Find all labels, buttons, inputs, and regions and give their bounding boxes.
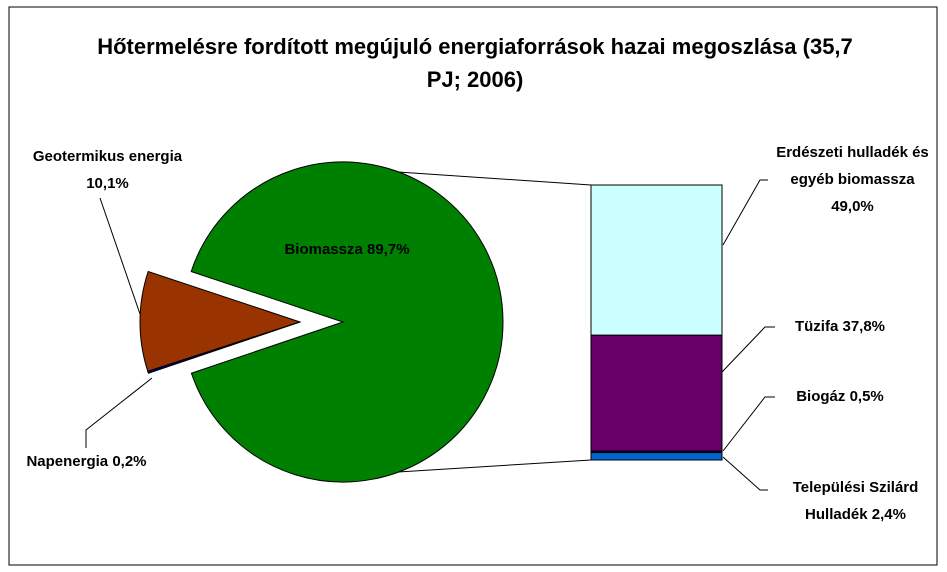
label-name: Biomassza: [284, 241, 363, 258]
label-name: Erdészeti hulladék és egyéb biomassza: [776, 144, 929, 188]
data-label: Erdészeti hulladék és egyéb biomassza 49…: [770, 139, 935, 220]
data-label: Települési Szilárd Hulladék 2,4%: [768, 474, 943, 528]
leader-line: [722, 179, 768, 246]
label-value: 10,1%: [86, 175, 129, 192]
label-name: Geotermikus energia: [32, 148, 183, 165]
connector-line: [397, 171, 592, 186]
pie-slice: [139, 270, 302, 372]
bar-segment: [590, 184, 723, 336]
leader-line: [721, 326, 775, 373]
label-value: 0,2%: [112, 453, 147, 470]
data-label: Tüzifa 37,8%: [775, 313, 905, 340]
data-label: Geotermikus energia 10,1%: [30, 143, 185, 197]
label-value: 89,7%: [367, 241, 410, 258]
pie-slice: [147, 321, 301, 374]
label-name: Tüzifa: [794, 318, 839, 335]
leader-line: [99, 197, 141, 315]
label-value: 37,8%: [842, 318, 886, 335]
data-label: Napenergia 0,2%: [4, 448, 169, 475]
leader-line: [722, 456, 768, 491]
data-label: Biogáz 0,5%: [775, 383, 905, 410]
label-value: 49,0%: [831, 198, 874, 215]
data-label: Biomassza 89,7%: [262, 236, 432, 263]
label-name: Biogáz: [796, 388, 846, 405]
pie-slice: [190, 161, 504, 483]
leader-lines: [85, 171, 775, 491]
leader-line: [722, 396, 775, 452]
bar-segment: [590, 334, 723, 452]
label-name: Napenergia: [26, 453, 109, 470]
chart-title: Hőtermelésre fordított megújuló energiaf…: [97, 34, 853, 92]
label-value: 2,4%: [871, 506, 906, 523]
connector-line: [397, 459, 592, 473]
bar-segment: [590, 452, 723, 461]
label-name: Települési Szilárd Hulladék: [792, 479, 919, 523]
leader-line: [85, 377, 153, 448]
label-value: 0,5%: [849, 388, 884, 405]
